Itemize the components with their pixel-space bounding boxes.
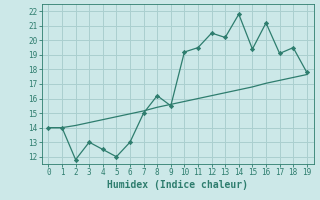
X-axis label: Humidex (Indice chaleur): Humidex (Indice chaleur) (107, 180, 248, 190)
